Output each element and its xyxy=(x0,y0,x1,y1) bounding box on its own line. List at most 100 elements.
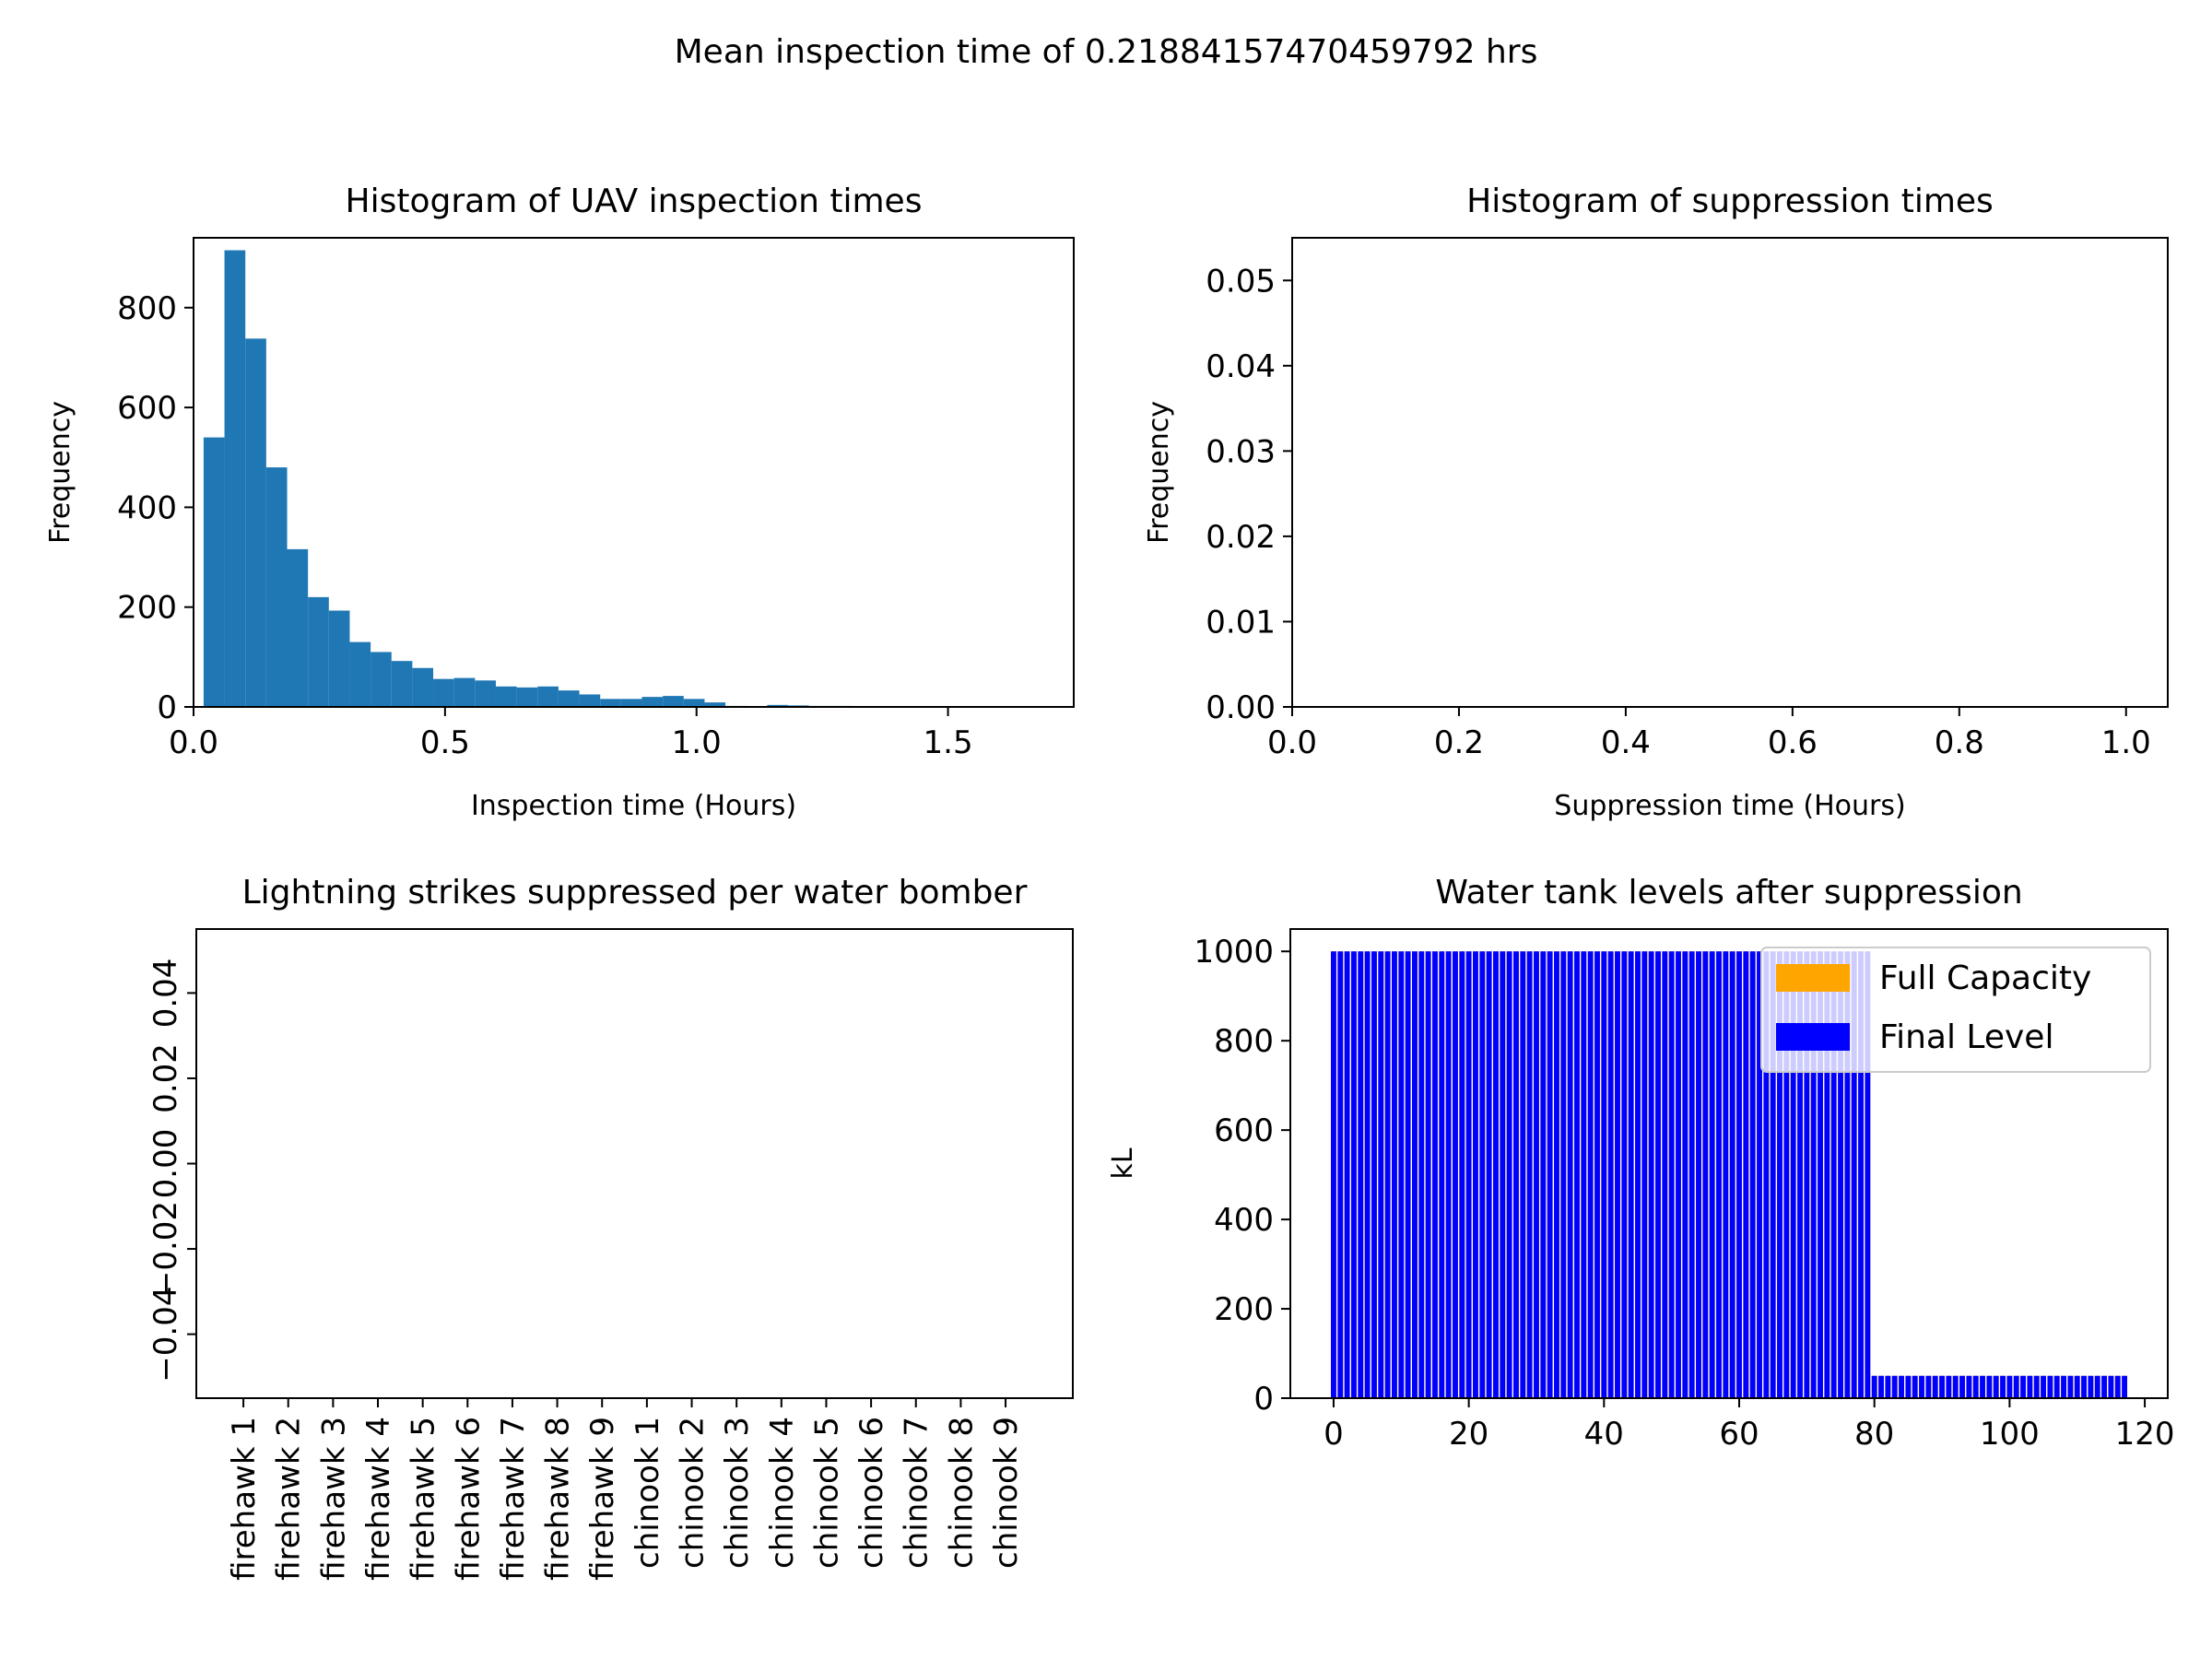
histogram-bar xyxy=(203,437,225,707)
final-level-bar xyxy=(1371,951,1377,1398)
final-level-bar xyxy=(1392,951,1397,1398)
final-level-bar xyxy=(2000,1375,2006,1398)
y-tick-label: 800 xyxy=(1214,1023,1274,1060)
inspection-histogram-ylabel: Frequency xyxy=(44,401,76,544)
strikes-title: Lightning strikes suppressed per water b… xyxy=(242,874,1028,912)
final-level-bar xyxy=(1972,1375,1979,1398)
suppression-histogram-frame xyxy=(1291,237,2169,708)
final-level-bar xyxy=(1729,951,1735,1398)
suppression-histogram-panel: 0.00 0.01 0.02 0.03 0.04 0.05 0.0 0.2 0.4 0.6 0.8 1… xyxy=(1143,182,2169,822)
x-tick-label: 0.4 xyxy=(1601,724,1651,761)
category-label: firehawk 9 xyxy=(584,1417,621,1581)
y-tick-label: 200 xyxy=(1214,1291,1274,1328)
category-label: chinook 7 xyxy=(899,1417,935,1569)
histogram-bar xyxy=(224,250,246,707)
suppression-histogram-xlabel: Suppression time (Hours) xyxy=(1554,790,1905,822)
category-label: chinook 2 xyxy=(675,1417,712,1569)
final-level-bar xyxy=(1351,951,1357,1398)
x-tick-label: 100 xyxy=(1980,1416,2040,1453)
final-level-bar xyxy=(1358,951,1364,1398)
final-level-bar xyxy=(1432,951,1438,1398)
y-tick-label: 400 xyxy=(1214,1202,1274,1239)
final-level-bar xyxy=(1473,951,1478,1398)
category-label: chinook 3 xyxy=(719,1417,756,1569)
final-level-bar xyxy=(1560,951,1567,1398)
x-tick-label: 0.6 xyxy=(1768,724,1818,761)
category-label: chinook 4 xyxy=(764,1417,801,1569)
x-tick-label: 0 xyxy=(1324,1416,1344,1453)
final-level-bar xyxy=(2101,1375,2107,1398)
final-level-bar xyxy=(2053,1375,2060,1398)
final-level-bar xyxy=(1702,951,1709,1398)
strikes-bar-panel: firehawk 1 firehawk 2 firehawk 3 firehawk 4… xyxy=(147,874,1074,1581)
histogram-bar xyxy=(558,690,580,707)
tank-levels-panel: 0 200 400 600 800 1000 0 20 40 60 80 100 120 Water t… xyxy=(1107,874,2175,1453)
final-level-bar xyxy=(1500,951,1506,1398)
final-level-bar xyxy=(2114,1375,2121,1398)
final-level-bar xyxy=(1540,951,1547,1398)
x-tick-label: 0.2 xyxy=(1434,724,1484,761)
final-level-bar xyxy=(1818,951,1823,1398)
final-level-bar xyxy=(1919,1375,1924,1398)
histogram-bar xyxy=(537,686,559,707)
histogram-bar xyxy=(433,678,454,707)
y-tick-label: 600 xyxy=(1214,1112,1274,1149)
final-level-bar xyxy=(2074,1375,2080,1398)
y-tick-label: −0.02 xyxy=(147,1201,184,1297)
final-level-bar xyxy=(1453,951,1458,1398)
final-level-bar xyxy=(1844,951,1851,1398)
final-level-bar xyxy=(1838,951,1843,1398)
final-level-bar xyxy=(1878,1375,1884,1398)
x-tick-label: 0.5 xyxy=(420,724,470,761)
tank-levels-ylabel: kL xyxy=(1107,1147,1139,1179)
final-level-bar xyxy=(1412,951,1418,1398)
y-tick-label: 400 xyxy=(117,489,177,526)
final-level-bar xyxy=(1465,951,1472,1398)
strikes-ticks: firehawk 1 firehawk 2 firehawk 3 firehawk 4… xyxy=(147,959,1025,1581)
final-level-bar xyxy=(1770,951,1776,1398)
y-tick-label: 0.00 xyxy=(147,1129,184,1199)
final-level-bar xyxy=(1932,1375,1938,1398)
final-level-bar xyxy=(1736,951,1742,1398)
final-level-bar xyxy=(2067,1375,2074,1398)
final-level-bar xyxy=(1486,951,1492,1398)
legend-label-final-level: Final Level xyxy=(1879,1018,2053,1056)
histogram-bar xyxy=(495,686,517,707)
y-tick-label: 1000 xyxy=(1194,934,1274,971)
final-level-bar xyxy=(1763,951,1770,1398)
y-tick-label: 800 xyxy=(117,290,177,327)
x-tick-label: 0.8 xyxy=(1935,724,1984,761)
final-level-bar xyxy=(1682,951,1688,1398)
figure-suptitle: Mean inspection time of 0.21884157470459… xyxy=(675,33,1538,71)
y-tick-label: 0 xyxy=(1253,1381,1274,1418)
final-level-bar xyxy=(2013,1375,2019,1398)
final-level-bar xyxy=(1547,951,1553,1398)
final-level-bar xyxy=(1810,951,1817,1398)
final-level-bar xyxy=(1749,951,1756,1398)
category-label: firehawk 3 xyxy=(315,1417,352,1581)
histogram-bar xyxy=(371,652,392,707)
histogram-bar xyxy=(287,548,309,707)
final-level-bar xyxy=(1891,1375,1898,1398)
y-tick-label: 0 xyxy=(157,689,177,726)
histogram-bar xyxy=(683,699,705,707)
final-level-bar xyxy=(1777,951,1783,1398)
final-level-bar xyxy=(1871,1375,1877,1398)
x-tick-label: 120 xyxy=(2115,1416,2175,1453)
x-tick-label: 1.0 xyxy=(2101,724,2151,761)
x-tick-label: 20 xyxy=(1449,1416,1488,1453)
final-level-bar xyxy=(1716,951,1722,1398)
final-level-bar xyxy=(1479,951,1486,1398)
category-label: firehawk 4 xyxy=(360,1417,397,1581)
histogram-bar xyxy=(579,694,601,707)
legend-box xyxy=(1760,947,2151,1073)
category-label: firehawk 1 xyxy=(226,1417,263,1581)
final-level-bar xyxy=(1581,951,1587,1398)
final-level-bar xyxy=(2108,1375,2114,1398)
tank-levels-ticks: 0 200 400 600 800 1000 0 20 40 60 80 100 120 xyxy=(1194,934,2174,1453)
final-level-bar xyxy=(1939,1375,1945,1398)
y-tick-label: 0.03 xyxy=(1206,433,1276,470)
final-level-bar xyxy=(1337,951,1344,1398)
